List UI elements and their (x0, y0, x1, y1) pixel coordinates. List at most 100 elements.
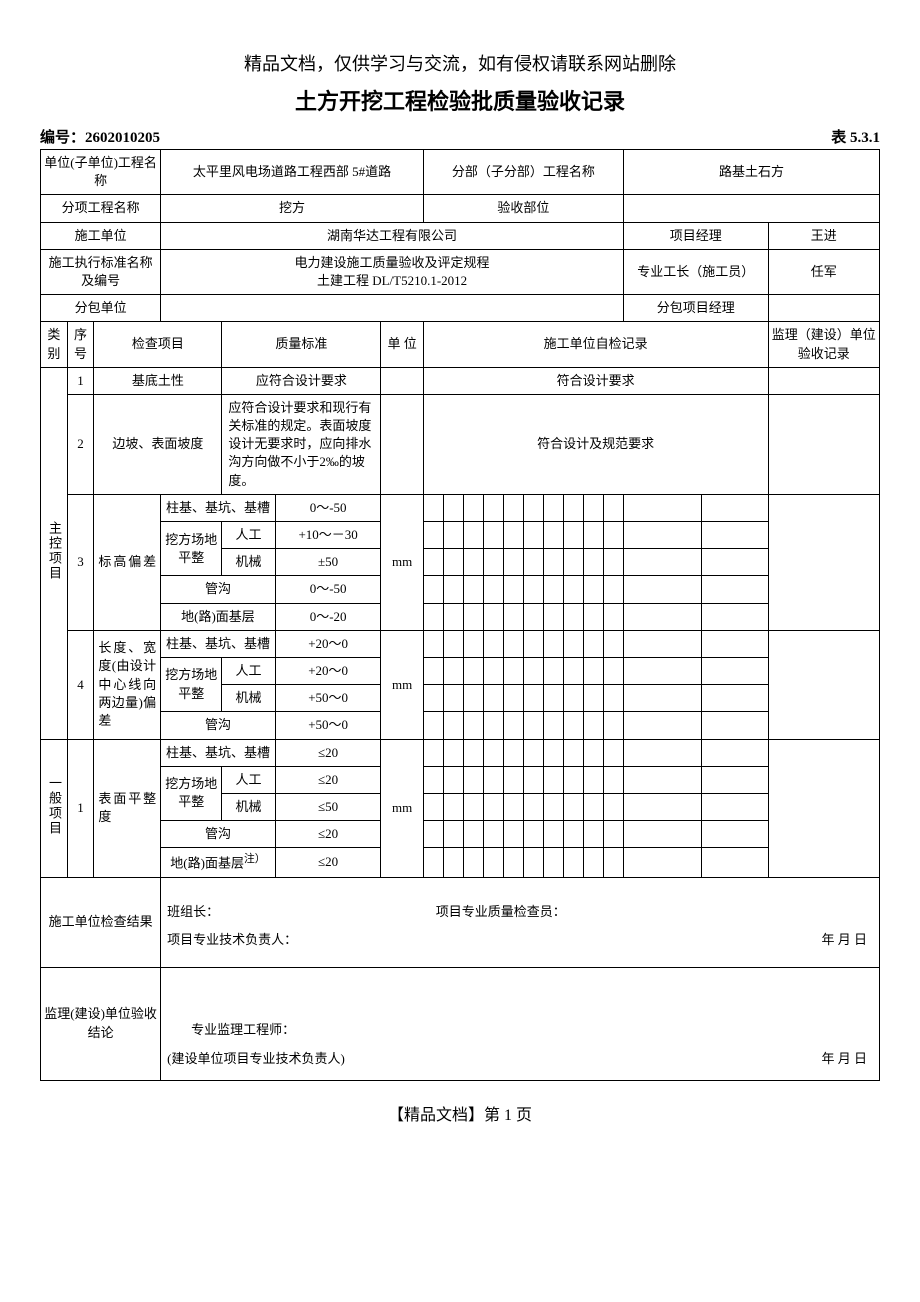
table-row: 管沟 +50～0 (41, 712, 880, 739)
seq: 4 (67, 630, 94, 739)
seq: 1 (67, 739, 94, 877)
val: ≤20 (275, 848, 381, 878)
sig-row: 监理(建设)单位验收结论 专业监理工程师： (建设单位项目专业技术负责人) 年 … (41, 967, 880, 1080)
val: 0～-20 (275, 603, 381, 630)
sub: 管沟 (161, 821, 276, 848)
val: +10～－30 (275, 522, 381, 549)
th-seq: 序号 (67, 322, 94, 367)
sup (768, 394, 879, 494)
sub2: 人工 (222, 522, 275, 549)
value: 任军 (768, 249, 879, 294)
item: 基底土性 (94, 367, 222, 394)
val: ≤20 (275, 821, 381, 848)
table-row: 挖方场地平整 人工 ≤20 (41, 766, 880, 793)
info-row: 施工执行标准名称及编号 电力建设施工质量验收及评定规程 土建工程 DL/T521… (41, 249, 880, 294)
unit: mm (381, 739, 423, 877)
sup (768, 367, 879, 394)
main-table: 单位(子单位)工程名称 太平里风电场道路工程西部 5#道路 分部（子分部）工程名… (40, 149, 880, 1081)
val: 0～-50 (275, 576, 381, 603)
seq: 3 (67, 494, 94, 630)
rec: 符合设计及规范要求 (423, 394, 768, 494)
sig-row: 施工单位检查结果 班组长： 项目专业质量检查员： 项目专业技术负责人： 年 月 … (41, 877, 880, 967)
page-footer: 【精品文档】第 1 页 (40, 1101, 880, 1125)
std: 应符合设计要求和现行有关标准的规定。表面坡度设计无要求时，应向排水沟方向做不小于… (222, 394, 381, 494)
table-row: 挖方场地平整 人工 +10～－30 (41, 522, 880, 549)
label: 单位(子单位)工程名称 (41, 150, 161, 195)
header-note: 精品文档，仅供学习与交流，如有侵权请联系网站删除 (40, 50, 880, 76)
sup (768, 739, 879, 877)
std: 应符合设计要求 (222, 367, 381, 394)
value: 挖方 (161, 195, 424, 222)
sub: 挖方场地平整 (161, 766, 222, 820)
sub: 挖方场地平整 (161, 522, 222, 576)
info-row: 单位(子单位)工程名称 太平里风电场道路工程西部 5#道路 分部（子分部）工程名… (41, 150, 880, 195)
sup-label: 监理(建设)单位验收结论 (41, 967, 161, 1080)
label: 专业工长（施工员） (623, 249, 768, 294)
sub: 管沟 (161, 576, 276, 603)
form-code: 编号：2602010205 (40, 126, 160, 147)
label: 分包项目经理 (623, 295, 768, 322)
val: +20～0 (275, 630, 381, 657)
item: 标高偏差 (94, 494, 161, 630)
unit (381, 394, 423, 494)
val: 0～-50 (275, 494, 381, 521)
th-sup: 监理（建设）单位验收记录 (768, 322, 879, 367)
item: 长度、宽度(由设计中心线向两边量)偏差 (94, 630, 161, 739)
sup (768, 494, 879, 630)
val: +50～0 (275, 712, 381, 739)
inspect-label: 施工单位检查结果 (41, 877, 161, 967)
table-code: 表 5.3.1 (831, 126, 880, 147)
label: 分包单位 (41, 295, 161, 322)
sub2: 机械 (222, 549, 275, 576)
seq: 1 (67, 367, 94, 394)
sub: 地(路)面基层注） (161, 848, 276, 878)
th-cat: 类别 (41, 322, 68, 367)
sup-content: 专业监理工程师： (建设单位项目专业技术负责人) 年 月 日 (161, 967, 880, 1080)
label: 验收部位 (423, 195, 623, 222)
sub2: 机械 (222, 685, 275, 712)
sub: 管沟 (161, 712, 276, 739)
th-std: 质量标准 (222, 322, 381, 367)
sub: 柱基、基坑、基槽 (161, 494, 276, 521)
value: 湖南华达工程有限公司 (161, 222, 624, 249)
item: 表面平整度 (94, 739, 161, 877)
unit (381, 367, 423, 394)
sup (768, 630, 879, 739)
sub2: 机械 (222, 793, 275, 820)
sub: 柱基、基坑、基槽 (161, 739, 276, 766)
table-row: 主控项目 1 基底土性 应符合设计要求 符合设计要求 (41, 367, 880, 394)
unit: mm (381, 494, 423, 630)
rec: 符合设计要求 (423, 367, 768, 394)
value: 路基土石方 (623, 150, 879, 195)
sub2: 人工 (222, 766, 275, 793)
label: 分项工程名称 (41, 195, 161, 222)
doc-title: 土方开挖工程检验批质量验收记录 (40, 84, 880, 116)
val: +20～0 (275, 657, 381, 684)
cat-main: 主控项目 (41, 367, 68, 739)
sub: 柱基、基坑、基槽 (161, 630, 276, 657)
value: 太平里风电场道路工程西部 5#道路 (161, 150, 424, 195)
val: +50～0 (275, 685, 381, 712)
table-row: 一般项目 1 表面平整度 柱基、基坑、基槽 ≤20 mm (41, 739, 880, 766)
val: ≤50 (275, 793, 381, 820)
cat-general: 一般项目 (41, 739, 68, 877)
inspect-content: 班组长： 项目专业质量检查员： 项目专业技术负责人： 年 月 日 (161, 877, 880, 967)
table-row: 挖方场地平整 人工 +20～0 (41, 657, 880, 684)
val: ≤20 (275, 766, 381, 793)
th-item: 检查项目 (94, 322, 222, 367)
label: 项目经理 (623, 222, 768, 249)
info-row: 分包单位 分包项目经理 (41, 295, 880, 322)
sub: 地(路)面基层 (161, 603, 276, 630)
table-row: 管沟 0～-50 (41, 576, 880, 603)
item: 边坡、表面坡度 (94, 394, 222, 494)
seq: 2 (67, 394, 94, 494)
table-row: 2 边坡、表面坡度 应符合设计要求和现行有关标准的规定。表面坡度设计无要求时，应… (41, 394, 880, 494)
table-row: 4 长度、宽度(由设计中心线向两边量)偏差 柱基、基坑、基槽 +20～0 mm (41, 630, 880, 657)
sub2: 人工 (222, 657, 275, 684)
value: 电力建设施工质量验收及评定规程 土建工程 DL/T5210.1-2012 (161, 249, 624, 294)
value (768, 295, 879, 322)
label: 施工单位 (41, 222, 161, 249)
unit: mm (381, 630, 423, 739)
label: 分部（子分部）工程名称 (423, 150, 623, 195)
table-row: 地(路)面基层注） ≤20 (41, 848, 880, 878)
